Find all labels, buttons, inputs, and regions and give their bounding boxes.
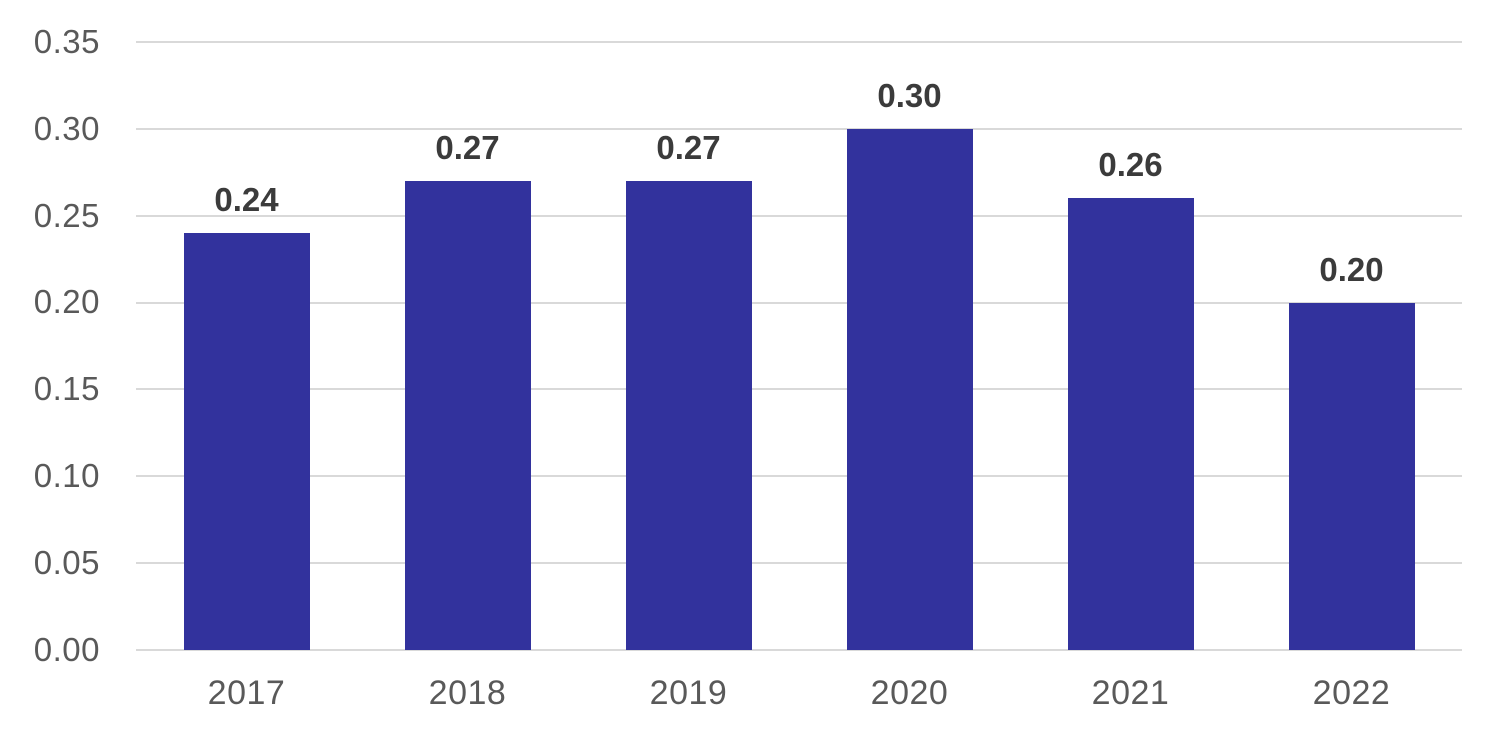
x-tick-label-2020: 2020 (870, 674, 949, 712)
bar-group-2021: 0.26 (1020, 42, 1241, 650)
y-tick-label: 0.00 (33, 631, 100, 668)
gridline (136, 41, 1462, 43)
gridline (136, 214, 1462, 217)
y-tick-label: 0.20 (33, 283, 100, 320)
gridline (136, 301, 1462, 304)
y-tick-label: 0.05 (33, 544, 100, 581)
x-tick-label-2019: 2019 (649, 674, 728, 712)
bar-value-label: 0.24 (214, 181, 279, 219)
bar-value-label: 0.27 (656, 128, 721, 166)
bar-2020 (846, 128, 973, 650)
bar-value-label: 0.30 (877, 76, 942, 114)
gridline (136, 475, 1462, 478)
plot-area: 0.24 0.27 0.27 0.30 0.26 0.20 (136, 41, 1462, 651)
gridline (136, 388, 1462, 391)
bar-group-2022: 0.20 (1241, 42, 1462, 650)
bar-2017 (183, 233, 310, 650)
y-tick-label: 0.15 (33, 370, 100, 407)
x-tick-label-2018: 2018 (428, 674, 507, 712)
y-tick-label: 0.10 (33, 457, 100, 494)
x-tick-label-2021: 2021 (1091, 674, 1170, 712)
bar-2021 (1067, 198, 1194, 650)
bar-group-2018: 0.27 (357, 42, 578, 650)
bar-2022 (1288, 302, 1415, 650)
y-tick-label: 0.30 (33, 110, 100, 147)
bar-group-2020: 0.30 (799, 42, 1020, 650)
bar-value-label: 0.26 (1098, 146, 1163, 184)
x-tick-label-2022: 2022 (1312, 674, 1391, 712)
bar-2018 (404, 180, 531, 650)
bar-2019 (625, 180, 752, 650)
bar-value-label: 0.27 (435, 128, 500, 166)
y-tick-label: 0.35 (33, 23, 100, 60)
bar-group-2019: 0.27 (578, 42, 799, 650)
gridline (136, 127, 1462, 130)
bar-value-label: 0.20 (1319, 250, 1384, 288)
y-tick-label: 0.25 (33, 197, 100, 234)
bar-series: 0.24 0.27 0.27 0.30 0.26 0.20 (136, 42, 1462, 650)
x-axis-line (136, 649, 1462, 651)
x-axis: 2017 2018 2019 2020 2021 2022 (136, 672, 1462, 714)
gridline (136, 562, 1462, 565)
x-tick-label-2017: 2017 (207, 674, 286, 712)
bar-group-2017: 0.24 (136, 42, 357, 650)
y-axis: 0.35 0.30 0.25 0.20 0.15 0.10 0.05 0.00 (0, 0, 100, 750)
